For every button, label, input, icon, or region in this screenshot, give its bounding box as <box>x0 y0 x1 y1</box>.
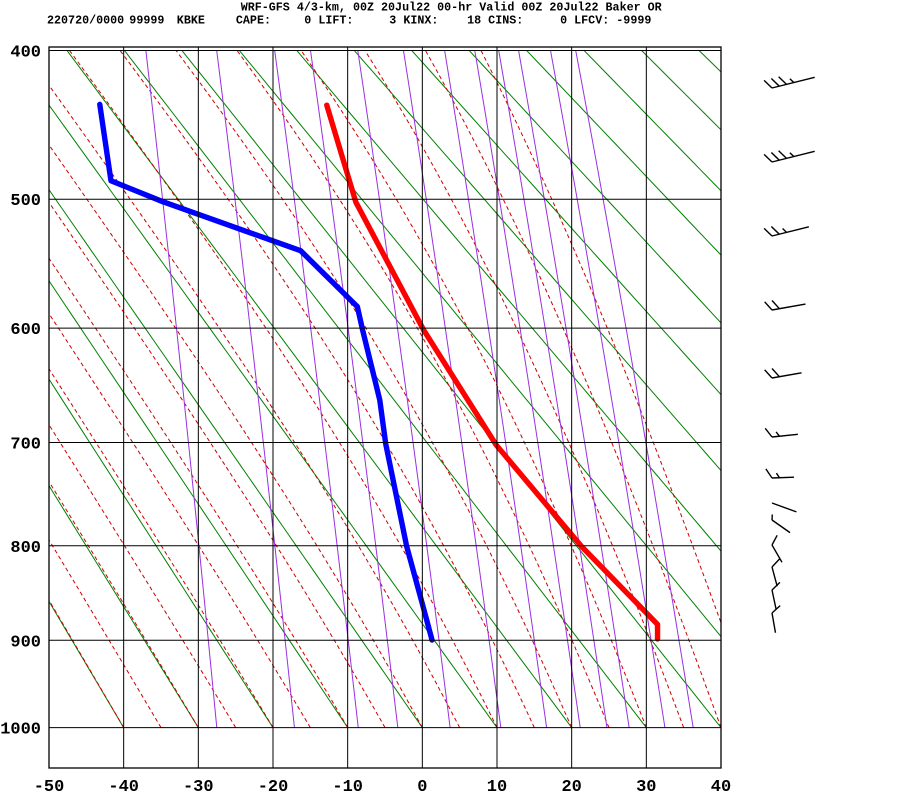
svg-text:-20: -20 <box>258 778 289 797</box>
svg-text:-10: -10 <box>332 778 363 797</box>
svg-text:800: 800 <box>10 539 41 558</box>
svg-text:900: 900 <box>10 633 41 652</box>
svg-text:WRF-GFS 4/3-km, 00Z 20Jul22 00: WRF-GFS 4/3-km, 00Z 20Jul22 00-hr Valid … <box>241 1 662 15</box>
svg-text:KBKE: KBKE <box>177 14 205 28</box>
svg-text:CAPE:: CAPE: <box>236 14 271 28</box>
svg-text:99999: 99999 <box>129 14 164 28</box>
svg-text:-40: -40 <box>108 778 139 797</box>
svg-text:40: 40 <box>711 778 731 797</box>
svg-text:1000: 1000 <box>0 721 41 740</box>
svg-text:500: 500 <box>10 192 41 211</box>
svg-text:220720/0000: 220720/0000 <box>47 14 124 28</box>
svg-text:-50: -50 <box>34 778 65 797</box>
svg-text:-30: -30 <box>183 778 214 797</box>
svg-text:700: 700 <box>10 436 41 455</box>
svg-text:600: 600 <box>10 321 41 340</box>
svg-text:0 LFCV: -9999: 0 LFCV: -9999 <box>560 14 651 28</box>
svg-text:0: 0 <box>417 778 427 797</box>
svg-text:3 KINX:: 3 KINX: <box>389 14 438 28</box>
svg-text:0 LIFT:: 0 LIFT: <box>304 14 353 28</box>
svg-text:10: 10 <box>487 778 507 797</box>
svg-text:20: 20 <box>561 778 581 797</box>
svg-text:400: 400 <box>10 44 41 63</box>
svg-text:18 CINS:: 18 CINS: <box>467 14 523 28</box>
svg-text:30: 30 <box>636 778 656 797</box>
